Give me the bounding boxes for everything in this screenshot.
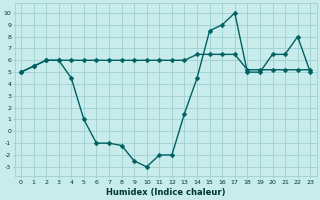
X-axis label: Humidex (Indice chaleur): Humidex (Indice chaleur) <box>106 188 225 197</box>
